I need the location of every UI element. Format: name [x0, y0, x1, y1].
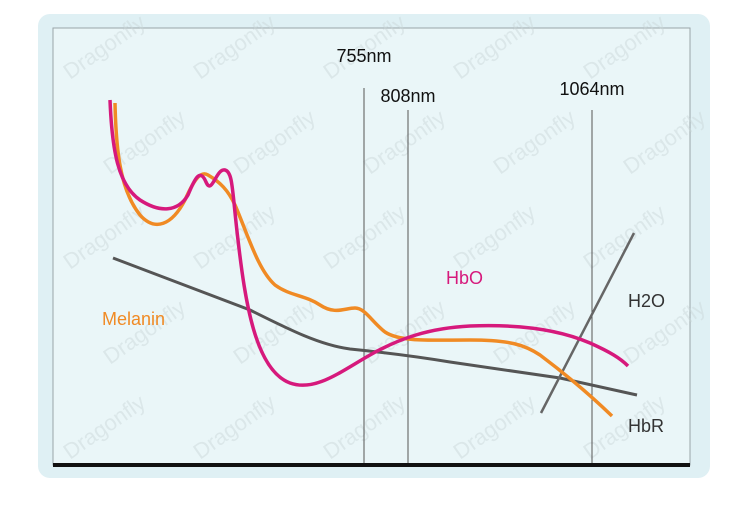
wavelength-label: 755nm [336, 46, 391, 66]
hbr-curve [112, 256, 638, 397]
curve-label: H2O [628, 291, 665, 311]
wavelength-label: 808nm [380, 86, 435, 106]
melanin-curve [113, 102, 614, 418]
curve-label: Melanin [102, 309, 165, 329]
hbo-curve [108, 99, 630, 387]
curve-label: HbR [628, 416, 664, 436]
wavelength-label: 1064nm [559, 79, 624, 99]
curve-label: HbO [446, 268, 483, 288]
h2o-curve [539, 232, 636, 414]
